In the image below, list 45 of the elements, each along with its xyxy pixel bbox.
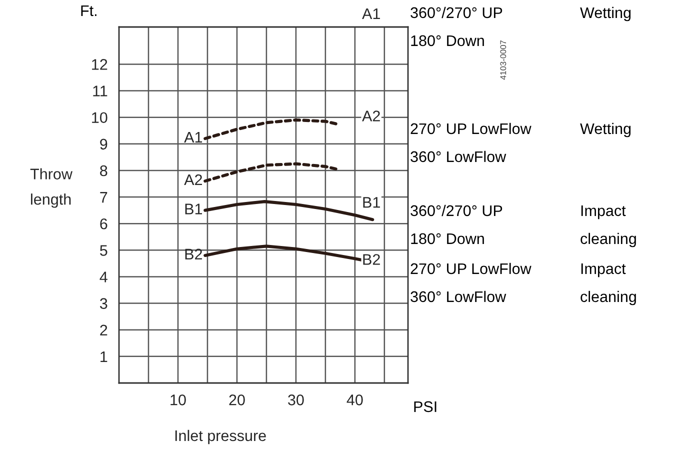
text: 360° LowFlow: [410, 290, 506, 302]
text: 180° Down: [411, 233, 484, 244]
y-tick-label: 6: [100, 218, 108, 230]
text: Ft.: [81, 5, 96, 16]
y-axis-title: Throw length: [30, 168, 72, 208]
y-tick-label: 11: [93, 86, 108, 96]
text: B1: [363, 197, 380, 208]
text: A1: [362, 8, 380, 19]
text: 360°/270° UP: [410, 6, 502, 18]
y-tick-label: 5: [100, 245, 108, 256]
text: 4103-0007: [500, 40, 506, 80]
y-tick-label: 3: [100, 298, 108, 309]
text: Wetting: [580, 6, 631, 22]
text: cleaning: [580, 232, 636, 248]
y-tick-label: 2: [100, 324, 108, 336]
y-tick-label: 10: [92, 112, 108, 124]
text: 180° Down: [411, 35, 484, 46]
text: Wetting: [580, 122, 631, 138]
y-tick-label: 8: [100, 165, 108, 176]
line-series: [204, 162, 338, 183]
line-series: [204, 118, 338, 140]
text: 270° UP LowFlow: [410, 262, 532, 274]
text: A2: [362, 110, 380, 122]
text: 360°/270° UP: [410, 204, 502, 216]
series-label: B2: [363, 254, 380, 265]
y-tick-label: 4: [100, 272, 108, 282]
text: Impact: [581, 263, 626, 278]
text: B2: [185, 248, 202, 260]
x-tick-label: 20: [229, 394, 245, 406]
x-tick-label: 10: [170, 394, 186, 406]
text: cleaning: [580, 290, 636, 306]
text: PSI: [414, 401, 436, 412]
text: Impact: [581, 205, 626, 220]
series-label: A2: [184, 174, 202, 186]
y-tick-label: 7: [100, 192, 108, 203]
text: 270° UP LowFlow: [410, 122, 532, 134]
x-tick-label: 40: [346, 394, 363, 406]
x-tick-label: 30: [288, 394, 304, 406]
text: 360° LowFlow: [410, 150, 506, 162]
x-axis-title: Inlet pressure: [175, 430, 266, 444]
y-tick-label: 1: [100, 351, 108, 362]
y-tick-label: 12: [92, 59, 108, 70]
series-label: B1: [185, 204, 202, 214]
y-tick-label: 9: [100, 138, 108, 150]
series-label: A1: [184, 132, 202, 143]
